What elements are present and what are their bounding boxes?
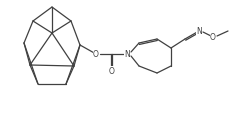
Text: O: O (93, 50, 99, 59)
Text: N: N (124, 50, 130, 59)
Text: N: N (196, 27, 202, 36)
Text: O: O (210, 33, 216, 42)
Text: O: O (109, 67, 115, 76)
